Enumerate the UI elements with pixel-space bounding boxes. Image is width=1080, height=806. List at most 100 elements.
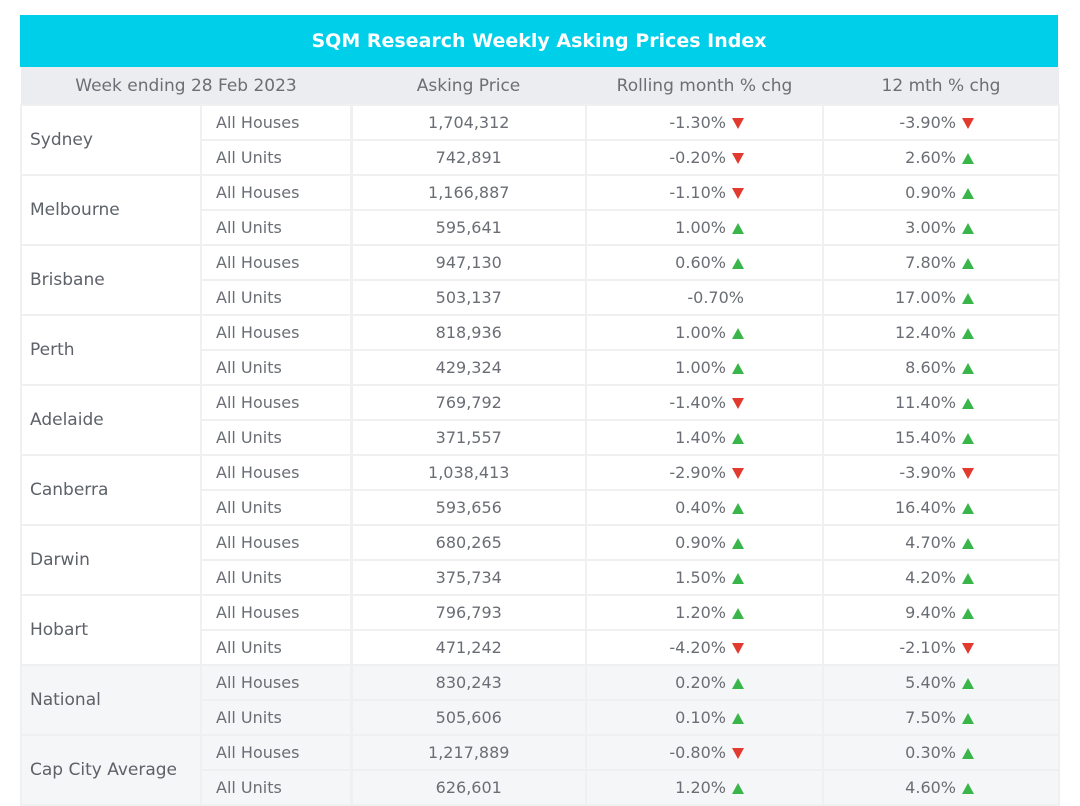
rolling-month-change-cell: -0.20% <box>585 139 824 176</box>
up-arrow-icon <box>962 293 974 304</box>
rolling-month-change-value: -1.40% <box>669 393 726 412</box>
asking-price-cell: 1,704,312 <box>350 104 587 141</box>
table-row: National All Houses 830,243 0.20% 5.40% <box>20 664 1060 736</box>
header-rolling-month: Rolling month % chg <box>586 67 823 105</box>
annual-change-value: 12.40% <box>894 323 956 342</box>
table-row: All Units 375,734 1.50% 4.20% <box>21 559 1060 596</box>
region-name: Canberra <box>20 454 202 526</box>
up-arrow-icon <box>962 188 974 199</box>
rolling-month-change-value: -2.90% <box>669 463 726 482</box>
property-type: All Units <box>201 209 353 246</box>
annual-change-value: 9.40% <box>905 603 956 622</box>
annual-change-cell: 8.60% <box>822 349 1060 386</box>
property-type: All Units <box>201 769 353 806</box>
annual-change-cell: 9.40% <box>822 594 1060 631</box>
annual-change-value: 4.60% <box>905 778 956 797</box>
up-arrow-icon <box>962 328 974 339</box>
annual-change-cell: 0.90% <box>822 174 1060 211</box>
rolling-month-change-cell: 0.60% <box>585 244 824 281</box>
header-12-month: 12 mth % chg <box>823 67 1059 105</box>
up-arrow-icon <box>962 223 974 234</box>
rolling-month-change-cell: -0.80% <box>585 734 824 771</box>
annual-change-value: 16.40% <box>894 498 956 517</box>
annual-change-cell: -3.90% <box>822 104 1060 141</box>
table-row: All Units 593,656 0.40% 16.40% <box>21 489 1060 526</box>
up-arrow-icon <box>732 363 744 374</box>
rolling-month-change-cell: -0.70% <box>585 279 824 316</box>
property-type: All Houses <box>201 314 353 351</box>
rolling-month-change-cell: 1.00% <box>585 349 824 386</box>
annual-change-cell: 16.40% <box>822 489 1060 526</box>
region-name: Cap City Average <box>20 734 202 806</box>
up-arrow-icon <box>962 713 974 724</box>
annual-change-value: 0.90% <box>905 183 956 202</box>
annual-change-value: 15.40% <box>894 428 956 447</box>
rolling-month-change-value: 0.90% <box>675 533 726 552</box>
table-row: All Units 371,557 1.40% 15.40% <box>21 419 1060 456</box>
rolling-month-change-cell: -1.10% <box>585 174 824 211</box>
table-row: All Units 503,137 -0.70% 17.00% <box>21 279 1060 316</box>
annual-change-cell: 7.80% <box>822 244 1060 281</box>
rolling-month-change-cell: 0.10% <box>585 699 824 736</box>
property-type: All Houses <box>201 524 353 561</box>
region-name: National <box>20 664 202 736</box>
table-row: Perth All Houses 818,936 1.00% 12.40% <box>20 314 1060 386</box>
rolling-month-change-value: 1.50% <box>675 568 726 587</box>
property-type: All Units <box>201 489 353 526</box>
table-row: Cap City Average All Houses 1,217,889 -0.80… <box>20 734 1060 806</box>
up-arrow-icon <box>962 153 974 164</box>
rolling-month-change-cell: -1.40% <box>585 384 824 421</box>
down-arrow-icon <box>732 398 744 409</box>
rolling-month-change-value: -0.20% <box>669 148 726 167</box>
annual-change-cell: 0.30% <box>822 734 1060 771</box>
rolling-month-change-value: 0.10% <box>675 708 726 727</box>
asking-price-cell: 830,243 <box>350 664 587 701</box>
rolling-month-change-cell: 0.90% <box>585 524 824 561</box>
annual-change-value: 17.00% <box>894 288 956 307</box>
table-row: All Units 471,242 -4.20% -2.10% <box>21 629 1060 666</box>
up-arrow-icon <box>732 223 744 234</box>
property-type: All Units <box>201 419 353 456</box>
rolling-month-change-value: 0.60% <box>675 253 726 272</box>
table-row: Darwin All Houses 680,265 0.90% 4.70% <box>20 524 1060 596</box>
asking-price-cell: 742,891 <box>350 139 587 176</box>
rolling-month-change-cell: -4.20% <box>585 629 824 666</box>
annual-change-value: 8.60% <box>905 358 956 377</box>
property-type: All Units <box>201 279 353 316</box>
up-arrow-icon <box>962 748 974 759</box>
asking-price-cell: 429,324 <box>350 349 587 386</box>
annual-change-cell: -2.10% <box>822 629 1060 666</box>
rolling-month-change-value: -0.70% <box>687 288 744 307</box>
table-row: Sydney All Houses 1,704,312 -1.30% -3.90% <box>20 104 1060 176</box>
table-title: SQM Research Weekly Asking Prices Index <box>20 15 1058 67</box>
annual-change-cell: 2.60% <box>822 139 1060 176</box>
annual-change-cell: 17.00% <box>822 279 1060 316</box>
annual-change-value: 0.30% <box>905 743 956 762</box>
down-arrow-icon <box>732 188 744 199</box>
rolling-month-change-value: 0.40% <box>675 498 726 517</box>
asking-price-cell: 471,242 <box>350 629 587 666</box>
annual-change-value: -3.90% <box>899 113 956 132</box>
region-name: Brisbane <box>20 244 202 316</box>
down-arrow-icon <box>732 643 744 654</box>
rolling-month-change-value: 1.20% <box>675 603 726 622</box>
header-row: Week ending 28 Feb 2023 Asking Price Rol… <box>21 67 1059 105</box>
up-arrow-icon <box>962 258 974 269</box>
asking-prices-panel: SQM Research Weekly Asking Prices Index … <box>20 15 1060 806</box>
annual-change-value: 7.80% <box>905 253 956 272</box>
asking-price-cell: 593,656 <box>350 489 587 526</box>
rolling-month-change-cell: 1.50% <box>585 559 824 596</box>
region-name: Melbourne <box>20 174 202 246</box>
property-type: All Units <box>201 559 353 596</box>
down-arrow-icon <box>962 468 974 479</box>
rolling-month-change-cell: 1.20% <box>585 594 824 631</box>
region-name: Adelaide <box>20 384 202 456</box>
rolling-month-change-value: -0.80% <box>669 743 726 762</box>
table-row: Canberra All Houses 1,038,413 -2.90% -3.90% <box>20 454 1060 526</box>
asking-price-cell: 595,641 <box>350 209 587 246</box>
rolling-month-change-cell: 1.00% <box>585 314 824 351</box>
up-arrow-icon <box>962 363 974 374</box>
table-body: Sydney All Houses 1,704,312 -1.30% -3.90% All… <box>20 104 1060 806</box>
asking-price-cell: 1,166,887 <box>350 174 587 211</box>
asking-price-cell: 1,217,889 <box>350 734 587 771</box>
